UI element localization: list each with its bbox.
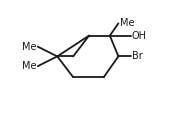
Text: OH: OH [132, 31, 147, 41]
Text: Me: Me [120, 18, 134, 28]
Text: Me: Me [22, 61, 36, 71]
Text: Me: Me [22, 42, 36, 52]
Text: Br: Br [132, 51, 143, 61]
